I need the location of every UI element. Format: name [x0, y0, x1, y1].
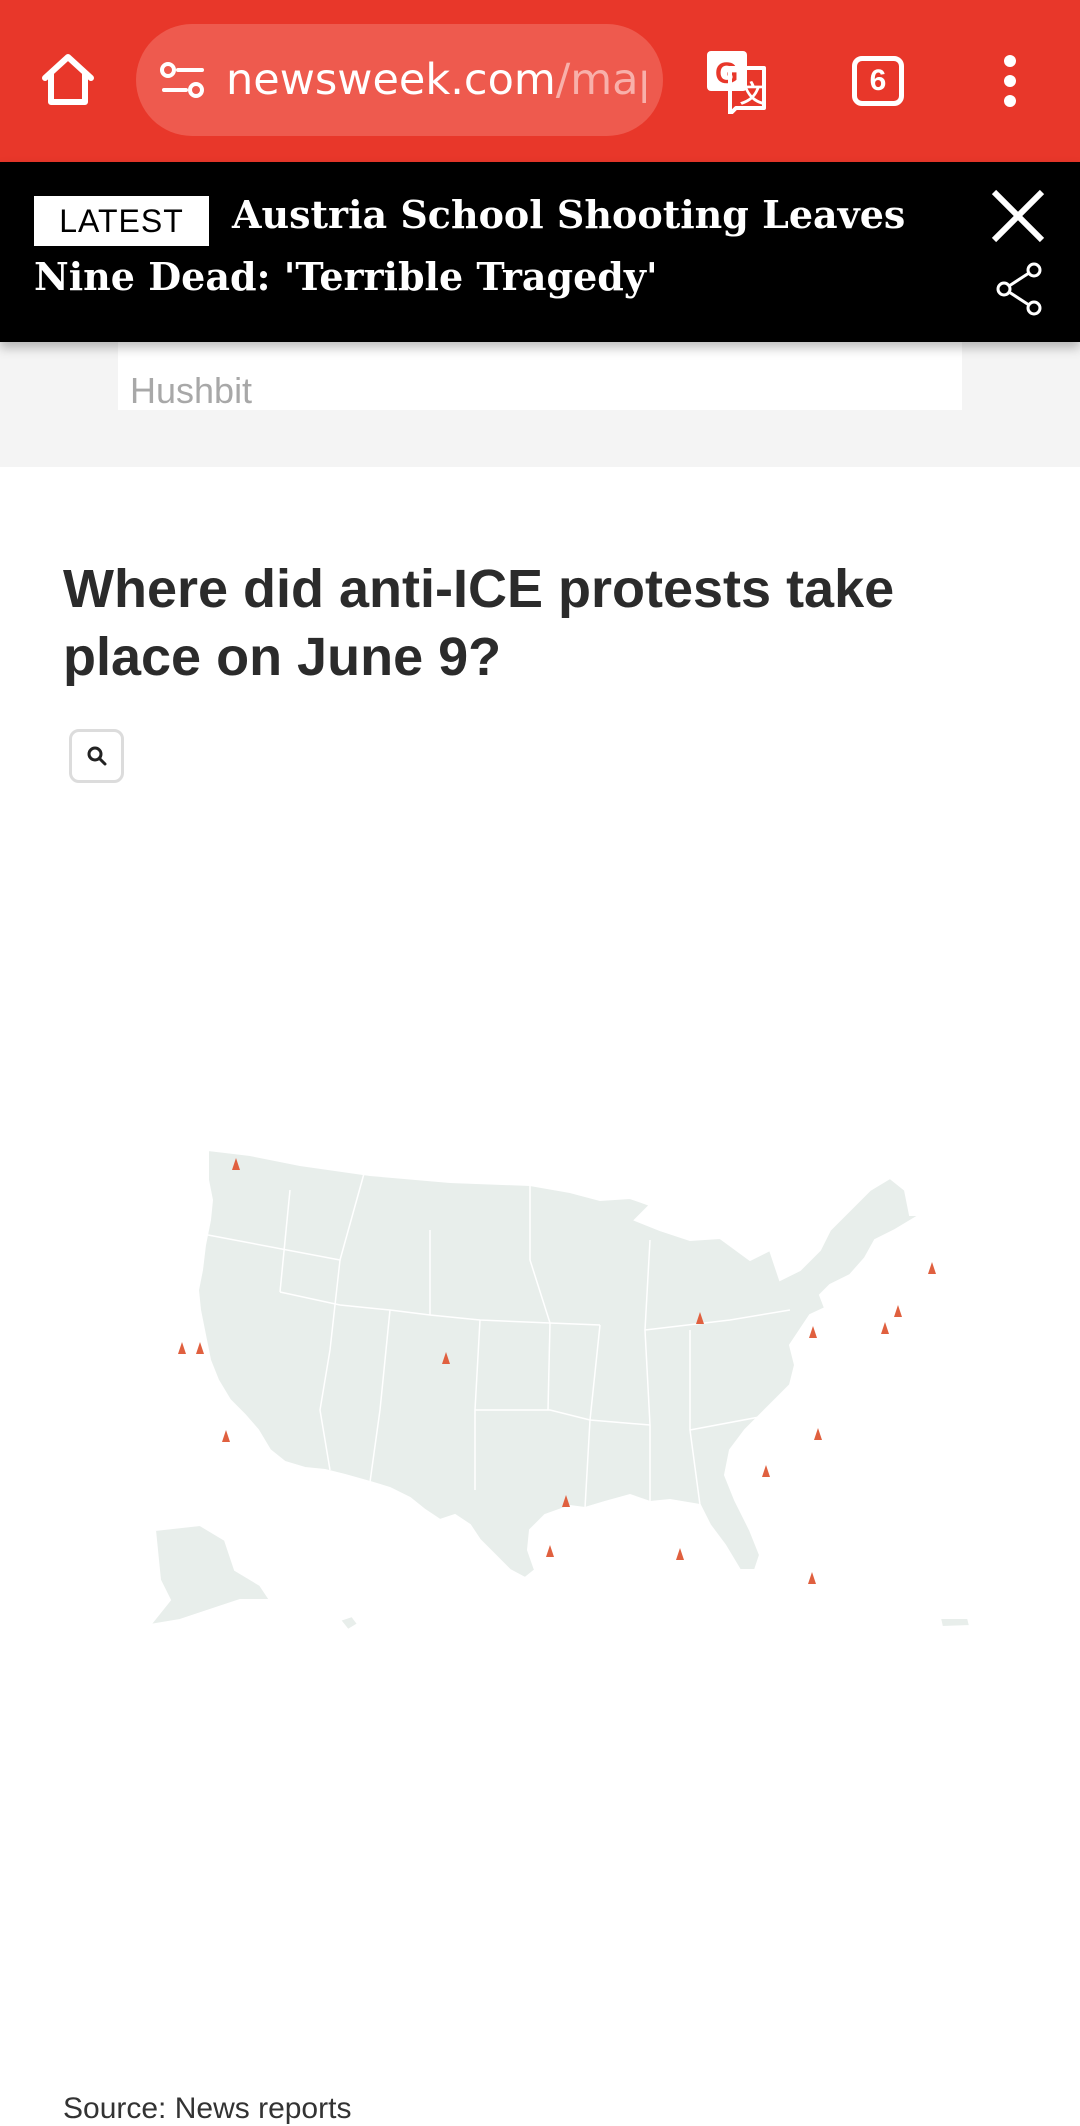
marker-dallas: [562, 1495, 570, 1507]
url-path: /map: [555, 55, 646, 105]
home-button[interactable]: [30, 42, 106, 118]
marker-tampa: [808, 1572, 816, 1584]
marker-los-angeles: [222, 1430, 230, 1442]
browser-toolbar: newsweek.com/map G 文 6: [0, 0, 1080, 162]
marker-pittsburgh: [809, 1326, 817, 1338]
ad-label[interactable]: Hushbit: [130, 370, 253, 411]
marker-philadelphia: [881, 1322, 889, 1334]
map-title: Where did anti-ICE protests take place o…: [63, 559, 895, 687]
protest-markers: [178, 1158, 936, 1584]
marker-new-york: [894, 1305, 902, 1317]
marker-seattle: [232, 1158, 240, 1170]
url-text[interactable]: newsweek.com/map: [226, 24, 646, 136]
marker-atlanta: [762, 1465, 770, 1477]
marker-new-orleans: [676, 1548, 684, 1560]
home-icon: [42, 54, 94, 105]
puerto-rico: [938, 1617, 972, 1629]
ad-container: Hushbit: [0, 342, 1080, 467]
share-button[interactable]: [994, 262, 1044, 316]
translate-button[interactable]: G 文: [700, 44, 774, 118]
overflow-menu-button[interactable]: [990, 50, 1030, 112]
address-bar[interactable]: newsweek.com/map: [136, 24, 663, 136]
tune-icon[interactable]: [158, 56, 208, 106]
marker-chicago: [696, 1312, 704, 1324]
marker-san-antonio: [546, 1545, 554, 1557]
marker-charlotte: [814, 1428, 822, 1440]
tab-switcher-button[interactable]: 6: [852, 56, 904, 106]
map-zoom-button[interactable]: [69, 729, 124, 783]
us-protest-map[interactable]: [130, 1130, 980, 1660]
close-breaking-button[interactable]: [990, 188, 1046, 244]
close-icon: [991, 189, 1045, 243]
tab-count: 6: [869, 64, 887, 97]
breaking-news-bar[interactable]: Austria School Shooting Leaves Nine Dead…: [0, 162, 1080, 342]
svg-text:G: G: [715, 57, 738, 90]
search-icon: [87, 746, 106, 766]
more-vert-icon: [1004, 55, 1016, 107]
marker-san-francisco: [178, 1342, 186, 1354]
contiguous-us: [196, 1148, 924, 1580]
latest-badge: LATEST: [34, 196, 209, 246]
url-domain: newsweek.com: [226, 55, 556, 105]
marker-sacramento: [196, 1342, 204, 1354]
translate-icon: G 文: [707, 51, 766, 114]
state-borders: [207, 1169, 791, 1509]
map-source: Source: News reports: [63, 2092, 352, 2125]
svg-text:文: 文: [740, 80, 765, 108]
hawaii: [338, 1614, 360, 1632]
alaska: [147, 1523, 272, 1627]
ad-card[interactable]: Hushbit: [118, 342, 962, 411]
share-icon: [996, 262, 1042, 316]
breaking-headline[interactable]: Austria School Shooting Leaves Nine Dead…: [34, 192, 906, 299]
marker-denver: [442, 1352, 450, 1364]
marker-boston: [928, 1262, 936, 1274]
